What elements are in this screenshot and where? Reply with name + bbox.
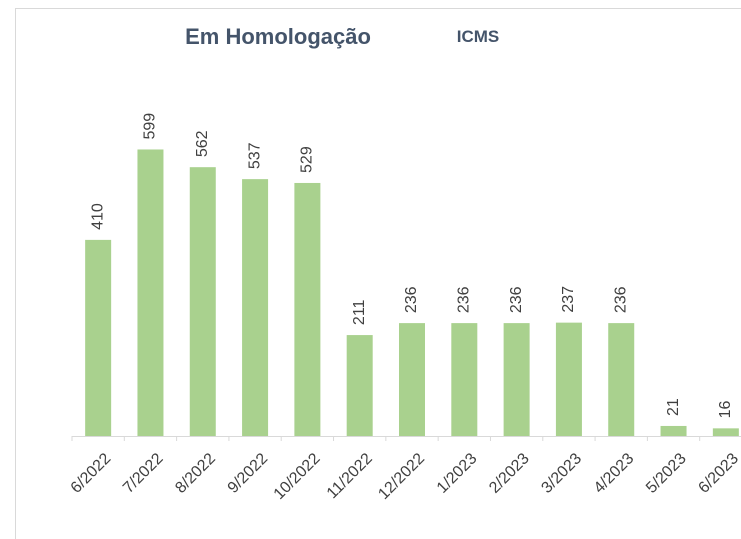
bar [399, 323, 425, 436]
chart-title: Em Homologação [185, 24, 371, 49]
bar [85, 239, 112, 436]
data-label: 21 [665, 398, 682, 416]
data-label: 529 [299, 146, 316, 173]
data-label: 236 [456, 286, 473, 313]
data-label: 236 [403, 286, 420, 313]
data-label: 237 [560, 286, 577, 313]
bar [503, 323, 530, 436]
bar [660, 425, 687, 436]
data-label: 236 [612, 286, 629, 313]
bar [294, 182, 321, 436]
bar [712, 428, 739, 436]
bar [242, 179, 269, 436]
data-label: 537 [246, 142, 263, 169]
data-label: 211 [351, 299, 368, 325]
chart-frame [15, 8, 741, 539]
bar [451, 323, 478, 436]
data-label: 16 [717, 400, 734, 418]
data-label: 410 [89, 203, 106, 230]
data-label: 236 [508, 286, 525, 313]
data-label: 599 [142, 113, 159, 140]
bar [137, 149, 164, 436]
bar [608, 323, 635, 436]
bar [189, 167, 216, 436]
chart-subtitle: ICMS [457, 27, 500, 46]
data-label: 562 [194, 130, 211, 157]
bar [346, 335, 373, 436]
bar [555, 322, 582, 436]
